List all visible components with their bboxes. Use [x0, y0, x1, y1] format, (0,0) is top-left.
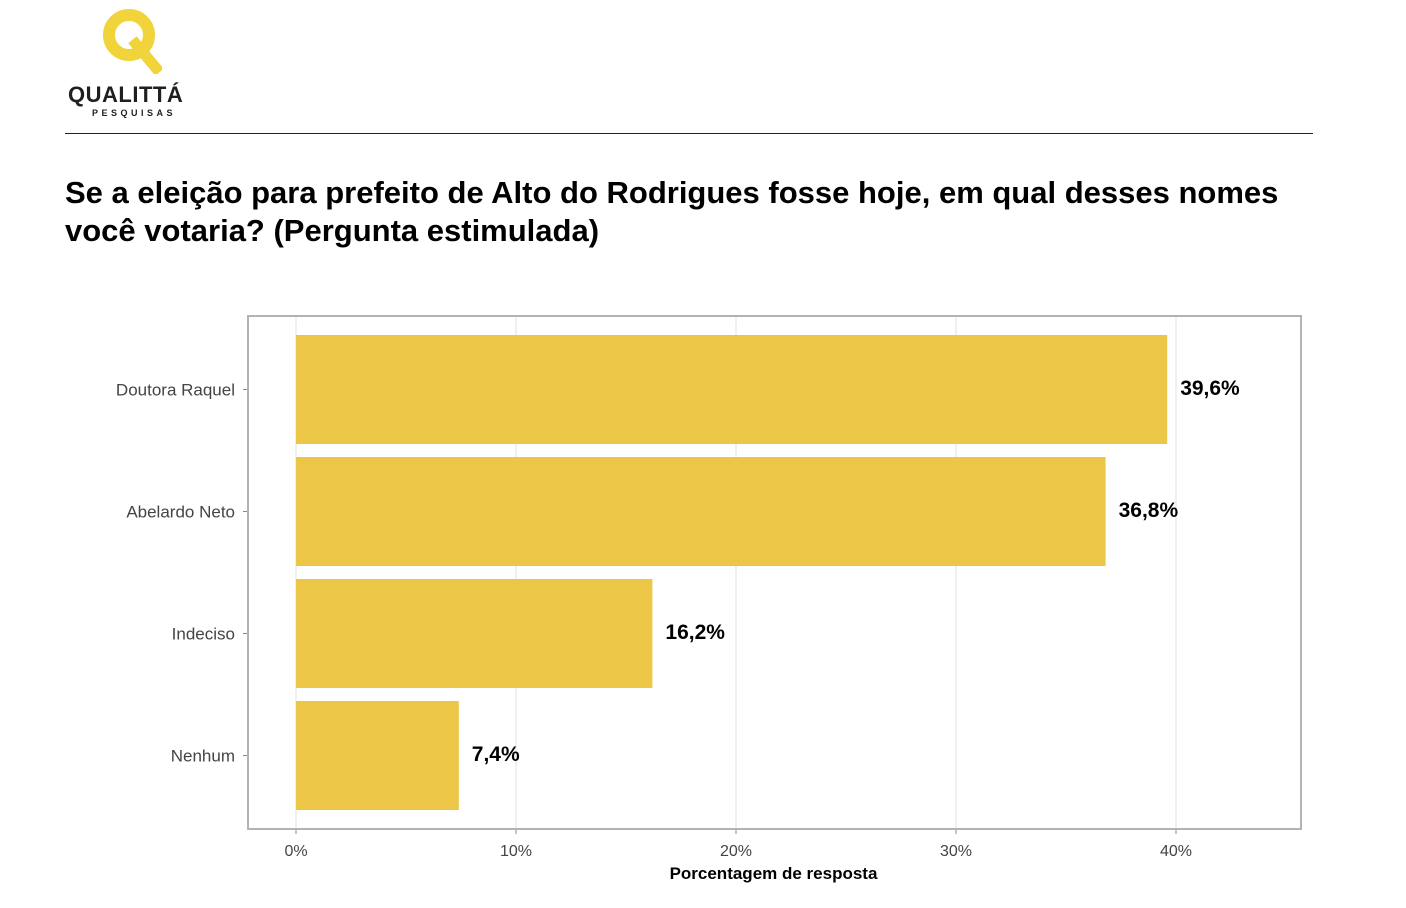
bar	[296, 701, 459, 810]
x-axis-title: Porcentagem de resposta	[670, 864, 878, 883]
data-label: 7,4%	[472, 743, 520, 766]
category-label: Nenhum	[171, 747, 235, 766]
bar	[296, 579, 653, 688]
category-label: Doutora Raquel	[116, 381, 235, 400]
category-label: Indeciso	[172, 625, 235, 644]
x-tick-label: 10%	[500, 843, 532, 860]
chart-title: Se a eleição para prefeito de Alto do Ro…	[65, 175, 1279, 248]
x-tick-label: 0%	[284, 843, 307, 860]
x-tick-label: 40%	[1160, 843, 1192, 860]
logo-name: QUALITTÁ	[68, 82, 184, 107]
header-divider	[65, 133, 1313, 134]
data-label: 36,8%	[1119, 499, 1179, 522]
data-label: 39,6%	[1180, 377, 1240, 400]
bar	[296, 457, 1106, 566]
category-label: Abelardo Neto	[126, 503, 235, 522]
bar	[296, 335, 1168, 444]
x-tick-label: 20%	[720, 843, 752, 860]
qualitta-logo: QUALITTÁ PESQUISAS	[62, 8, 222, 118]
q-logo-icon	[103, 9, 162, 74]
logo-subtitle: PESQUISAS	[92, 108, 177, 118]
x-tick-label: 30%	[940, 843, 972, 860]
data-label: 16,2%	[665, 621, 725, 644]
plot-frame	[247, 315, 1302, 830]
